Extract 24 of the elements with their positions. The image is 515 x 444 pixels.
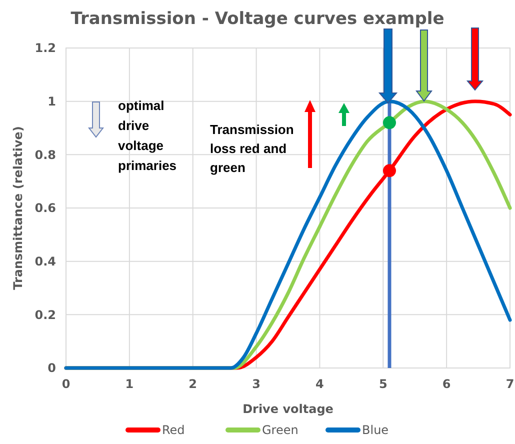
legend-label: Blue [362,423,389,437]
y-axis-title: Transmittance (relative) [11,126,25,290]
y-tick-label: 0.6 [34,201,56,216]
legend-label: Green [262,423,298,437]
y-tick-label: 0 [48,361,56,376]
legend-label: Red [162,423,185,437]
x-tick-label: 4 [316,377,324,391]
y-tick-label: 0.8 [34,148,56,162]
x-tick-label: 5 [378,377,388,391]
x-tick-label: 0 [62,377,70,391]
x-tick-label: 7 [506,377,514,391]
x-tick-label: 3 [252,377,260,391]
x-tick-label: 2 [188,377,198,391]
annotation: Transmission loss red and green [210,122,294,175]
annotation: optimal drive voltage primaries [118,98,177,173]
y-tick-label: 1.2 [34,41,56,56]
x-tick-label: 6 [442,377,451,391]
line-series [64,100,512,370]
chart-title: Transmission - Voltage curves example [70,9,444,29]
x-tick-label: 1 [125,377,134,391]
y-tick-label: 0.2 [34,308,56,322]
y-tick-label: 0.4 [34,254,56,269]
y-tick-label: 1 [48,94,56,109]
x-axis-title: Drive voltage [242,402,334,416]
